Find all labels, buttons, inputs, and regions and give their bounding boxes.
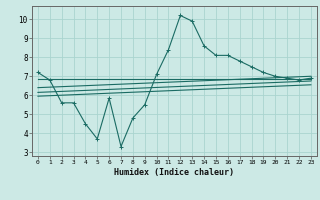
- X-axis label: Humidex (Indice chaleur): Humidex (Indice chaleur): [115, 168, 234, 177]
